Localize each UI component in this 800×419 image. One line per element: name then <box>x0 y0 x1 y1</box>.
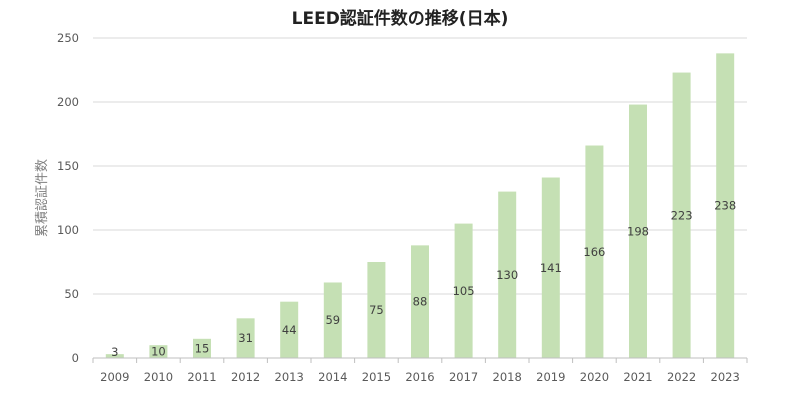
x-tick-label: 2014 <box>318 370 347 384</box>
x-tick-label: 2019 <box>536 370 565 384</box>
x-tick-label: 2016 <box>405 370 434 384</box>
x-axis <box>92 357 748 363</box>
bar-2013 <box>280 301 299 358</box>
bar-2014 <box>323 282 342 358</box>
data-label: 141 <box>540 261 562 275</box>
x-tick-label: 2009 <box>100 370 129 384</box>
y-axis-ticks: 0 50 100 150 200 250 <box>57 31 79 365</box>
data-label: 130 <box>496 268 518 282</box>
x-tick-label: 2015 <box>362 370 391 384</box>
y-tick-label: 150 <box>57 159 79 173</box>
data-label: 15 <box>195 341 210 355</box>
x-tick-label: 2011 <box>187 370 216 384</box>
data-labels: 3 10 15 31 44 59 75 88 105 130 141 166 198 223 238 <box>111 199 736 359</box>
data-label: 223 <box>671 208 693 222</box>
bar-2023 <box>716 53 735 359</box>
bar-2016 <box>411 245 429 358</box>
data-label: 198 <box>627 224 649 238</box>
x-tick-label: 2010 <box>144 370 173 384</box>
bars <box>105 53 735 359</box>
y-tick-label: 0 <box>72 351 79 365</box>
bar-2022 <box>672 72 691 358</box>
data-label: 44 <box>282 323 297 337</box>
data-label: 3 <box>111 345 118 359</box>
bar-2011 <box>193 338 211 358</box>
x-tick-label: 2017 <box>449 370 478 384</box>
bar-2020 <box>585 145 604 358</box>
data-label: 75 <box>369 303 384 317</box>
data-label: 59 <box>325 313 340 327</box>
x-tick-label: 2018 <box>493 370 522 384</box>
bar-2017 <box>454 223 473 358</box>
x-tick-label: 2013 <box>275 370 304 384</box>
data-label: 238 <box>714 199 736 213</box>
bar-2018 <box>498 191 517 358</box>
data-label: 31 <box>238 331 253 345</box>
bar-2021 <box>629 104 647 358</box>
y-tick-label: 250 <box>57 31 79 45</box>
data-label: 166 <box>583 245 605 259</box>
x-tick-label: 2020 <box>580 370 609 384</box>
data-label: 105 <box>453 284 475 298</box>
chart-title: LEED認証件数の推移(日本) <box>292 8 509 29</box>
x-axis-ticks: 2009 2010 2011 2012 2013 2014 2015 2016 2017 2018… <box>100 370 740 384</box>
y-tick-label: 100 <box>57 223 79 237</box>
bar-2015 <box>367 262 386 358</box>
x-tick-label: 2021 <box>623 370 652 384</box>
bar-2010 <box>149 345 168 358</box>
x-tick-label: 2023 <box>711 370 740 384</box>
bar-2009 <box>105 354 124 358</box>
x-tick-label: 2022 <box>667 370 696 384</box>
data-label: 88 <box>413 295 428 309</box>
y-tick-label: 200 <box>57 95 79 109</box>
y-tick-label: 50 <box>64 287 79 301</box>
bar-2019 <box>541 177 560 358</box>
x-tick-label: 2012 <box>231 370 260 384</box>
y-axis-label: 累積認証件数 <box>34 159 50 237</box>
data-label: 10 <box>151 345 166 359</box>
bar-2012 <box>236 318 255 358</box>
